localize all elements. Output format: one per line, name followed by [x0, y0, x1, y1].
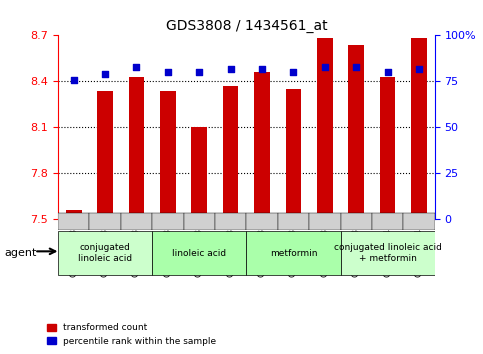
Bar	[254, 72, 270, 219]
FancyBboxPatch shape	[215, 213, 246, 230]
Bar	[380, 77, 396, 219]
Point	[290, 69, 298, 75]
Text: linoleic acid: linoleic acid	[172, 249, 227, 258]
Point	[70, 77, 78, 82]
FancyBboxPatch shape	[309, 213, 341, 230]
FancyBboxPatch shape	[403, 213, 435, 230]
FancyBboxPatch shape	[278, 213, 309, 230]
FancyBboxPatch shape	[58, 213, 89, 230]
Text: conjugated linoleic acid
+ metformin: conjugated linoleic acid + metformin	[334, 244, 441, 263]
Point	[133, 64, 141, 69]
FancyBboxPatch shape	[246, 213, 278, 230]
Point	[321, 64, 328, 69]
FancyBboxPatch shape	[341, 213, 372, 230]
Point	[227, 66, 235, 72]
Bar	[97, 91, 113, 219]
Bar	[160, 91, 176, 219]
Bar	[285, 89, 301, 219]
Point	[415, 66, 423, 72]
Point	[353, 64, 360, 69]
FancyBboxPatch shape	[184, 213, 215, 230]
Bar	[191, 127, 207, 219]
Point	[384, 69, 392, 75]
FancyBboxPatch shape	[58, 231, 152, 275]
Bar	[66, 210, 82, 219]
Title: GDS3808 / 1434561_at: GDS3808 / 1434561_at	[166, 19, 327, 33]
Bar	[223, 86, 239, 219]
Bar	[411, 39, 427, 219]
FancyBboxPatch shape	[152, 231, 246, 275]
FancyBboxPatch shape	[372, 213, 403, 230]
FancyBboxPatch shape	[341, 231, 435, 275]
Bar	[317, 39, 333, 219]
Bar	[348, 45, 364, 219]
FancyBboxPatch shape	[89, 213, 121, 230]
Point	[258, 66, 266, 72]
Text: agent: agent	[5, 248, 37, 258]
Point	[164, 69, 172, 75]
FancyBboxPatch shape	[121, 213, 152, 230]
Text: metformin: metformin	[270, 249, 317, 258]
FancyBboxPatch shape	[246, 231, 341, 275]
Bar	[128, 77, 144, 219]
Point	[101, 71, 109, 77]
Text: conjugated
linoleic acid: conjugated linoleic acid	[78, 244, 132, 263]
Legend: transformed count, percentile rank within the sample: transformed count, percentile rank withi…	[43, 320, 220, 349]
Point	[195, 69, 203, 75]
FancyBboxPatch shape	[152, 213, 184, 230]
